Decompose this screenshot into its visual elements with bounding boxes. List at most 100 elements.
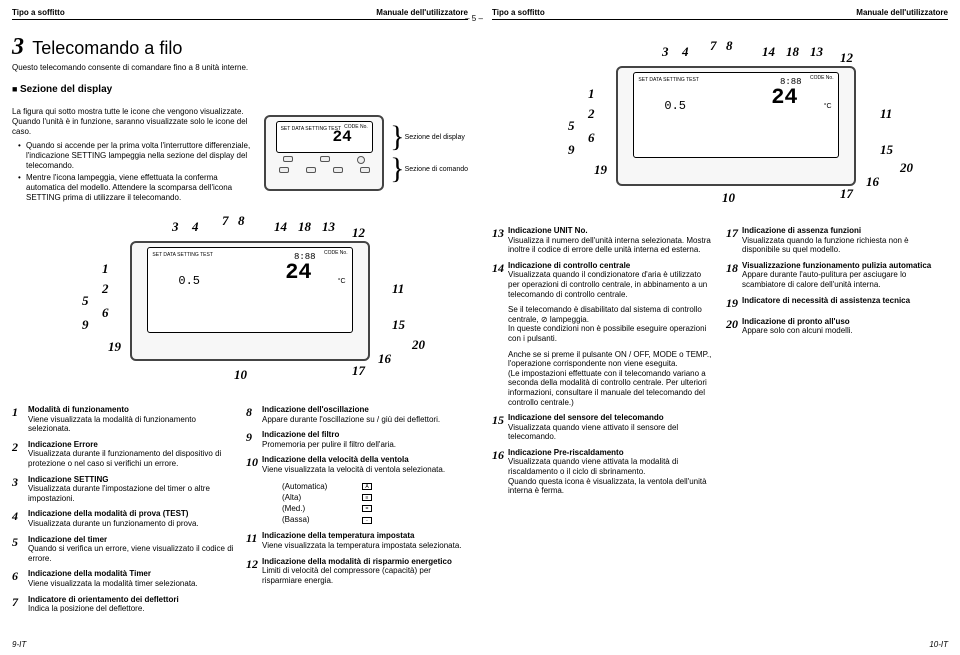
diagram-right: 3 4 7 8 14 18 13 12 1 2 5 6 9 19 11 15 2… <box>492 50 948 220</box>
desc-num: 6 <box>12 569 28 588</box>
remote-btn[interactable] <box>320 156 330 162</box>
remote-btn[interactable] <box>360 167 370 173</box>
section-heading: Sezione del display <box>12 84 468 95</box>
desc-num <box>492 350 508 408</box>
remote-large: SET DATA SETTING TEST 0.5 24 CODE No. °C… <box>616 66 856 186</box>
button-row-1 <box>270 156 378 164</box>
desc-text: Indicazione della modalità di prova (TES… <box>28 509 199 528</box>
lcd-c: °C <box>338 278 346 285</box>
remote-btn[interactable] <box>283 156 293 162</box>
page-left: Tipo a soffitto Manuale dell'utilizzator… <box>0 0 480 655</box>
chapter-num: 3 <box>12 34 24 61</box>
desc-num: 4 <box>12 509 28 528</box>
bullet-1: Quando si accende per la prima volta l'i… <box>18 141 254 171</box>
callout: 10 <box>722 190 735 206</box>
brace-labels: } Sezione del display } Sezione di coman… <box>390 128 468 178</box>
remote-btn[interactable] <box>279 167 289 173</box>
desc-text: Indicazione UNIT No.Visualizza il numero… <box>508 226 714 255</box>
remote-small-group: SET DATA SETTING TEST 24 CODE No. <box>264 101 468 205</box>
intro-text: La figura qui sotto mostra tutte le icon… <box>12 107 254 137</box>
desc-item: 10Indicazione della velocità della vento… <box>246 455 468 474</box>
callout: 9 <box>82 317 89 333</box>
desc-item: 17Indicazione di assenza funzioniVisuali… <box>726 226 948 255</box>
desc-text: Visualizzazione funzionamento pulizia au… <box>742 261 948 290</box>
page-num: – 5 – <box>465 14 483 23</box>
diagram-left: 3 4 7 8 14 18 13 12 1 2 5 6 9 19 11 15 2… <box>12 219 468 399</box>
callout: 3 <box>662 44 669 60</box>
desc-num: 5 <box>12 535 28 564</box>
fan-speed-icon: = <box>362 505 372 512</box>
header-right: Manuale dell'utilizzatore <box>856 8 948 17</box>
button-row-2 <box>270 167 378 173</box>
label-command-section: Sezione di comando <box>405 166 468 173</box>
callout: 16 <box>866 174 879 190</box>
lcd-setdata: SET DATA SETTING TEST <box>152 252 212 258</box>
desc-text: Indicazione di pronto all'usoAppare solo… <box>742 317 853 336</box>
speed-label: (Bassa) <box>282 514 362 525</box>
callout: 17 <box>352 363 365 379</box>
lcd-large: SET DATA SETTING TEST 0.5 24 CODE No. °C… <box>147 247 352 333</box>
desc-item: 11Indicazione della temperatura impostat… <box>246 531 468 550</box>
callout: 18 <box>298 219 311 235</box>
speed-label: (Med.) <box>282 503 362 514</box>
desc-text: Indicazione della modalità TimerViene vi… <box>28 569 198 588</box>
callout: 13 <box>810 44 823 60</box>
speed-row: (Alta)≡ <box>282 492 468 503</box>
desc-item: 9Indicazione del filtroPromemoria per pu… <box>246 430 468 449</box>
desc-text: Indicazione dell'oscillazioneAppare dura… <box>262 405 440 424</box>
speed-label: (Automatica) <box>282 481 362 492</box>
remote-btn[interactable] <box>333 167 343 173</box>
desc-item: 4Indicazione della modalità di prova (TE… <box>12 509 234 528</box>
remote-btn[interactable] <box>306 167 316 173</box>
callout: 11 <box>392 281 404 297</box>
speed-table: (Automatica)A(Alta)≡(Med.)=(Bassa)- <box>262 481 468 526</box>
lcd-seg: 0.5 <box>664 99 686 113</box>
desc-col-1: 1Modalità di funzionamentoViene visualiz… <box>12 405 234 620</box>
header: Tipo a soffitto Manuale dell'utilizzator… <box>12 8 468 20</box>
callout: 4 <box>192 219 199 235</box>
desc-num: 12 <box>246 557 262 586</box>
footer-left: 9-IT <box>12 640 26 649</box>
callout: 11 <box>880 106 892 122</box>
desc-num: 10 <box>246 455 262 474</box>
desc-text: Se il telecomando è disabilitato dal sis… <box>508 305 714 343</box>
desc-text: Indicatore di necessità di assistenza te… <box>742 296 910 311</box>
desc-text: Indicazione ErroreVisualizzata durante i… <box>28 440 234 469</box>
desc-grid-left: 1Modalità di funzionamentoViene visualiz… <box>12 405 468 620</box>
speed-row: (Automatica)A <box>282 481 468 492</box>
desc-item: 15Indicazione del sensore del telecomand… <box>492 413 714 442</box>
page-right: Tipo a soffitto Manuale dell'utilizzator… <box>480 0 960 655</box>
desc-item: 2Indicazione ErroreVisualizzata durante … <box>12 440 234 469</box>
desc-num: 8 <box>246 405 262 424</box>
fan-speed-icon: - <box>362 517 372 524</box>
callout: 17 <box>840 186 853 202</box>
callout: 16 <box>378 351 391 367</box>
callout: 18 <box>786 44 799 60</box>
callout: 2 <box>102 281 109 297</box>
desc-grid-right: 13Indicazione UNIT No.Visualizza il nume… <box>492 226 948 502</box>
fan-speed-icon: A <box>362 483 372 490</box>
desc-item: 13Indicazione UNIT No.Visualizza il nume… <box>492 226 714 255</box>
desc-num: 13 <box>492 226 508 255</box>
callout: 15 <box>880 142 893 158</box>
callout: 3 <box>172 219 179 235</box>
callout: 6 <box>102 305 109 321</box>
callout: 12 <box>352 225 365 241</box>
desc-text: Indicazione del filtroPromemoria per pul… <box>262 430 396 449</box>
callout: 1 <box>588 86 595 102</box>
callout: 12 <box>840 50 853 66</box>
header-left: Tipo a soffitto <box>12 8 65 17</box>
desc-text: Modalità di funzionamentoViene visualizz… <box>28 405 234 434</box>
lcd-c: °C <box>824 103 832 110</box>
speed-row: (Bassa)- <box>282 514 468 525</box>
lcd-setdata: SET DATA SETTING TEST <box>638 77 698 83</box>
desc-num: 15 <box>492 413 508 442</box>
callout: 14 <box>274 219 287 235</box>
remote-btn-power[interactable] <box>357 156 365 164</box>
desc-text: Anche se si preme il pulsante ON / OFF, … <box>508 350 714 408</box>
brace-icon: } <box>390 160 404 178</box>
lcd-seg2: 8:88 <box>780 77 802 87</box>
desc-item: 14Indicazione di controllo centraleVisua… <box>492 261 714 299</box>
header-left: Tipo a soffitto <box>492 8 545 17</box>
desc-item: 8Indicazione dell'oscillazioneAppare dur… <box>246 405 468 424</box>
